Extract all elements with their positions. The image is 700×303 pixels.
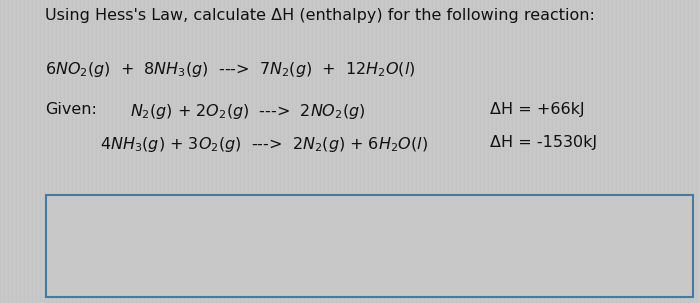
Text: ΔH = -1530kJ: ΔH = -1530kJ — [490, 135, 597, 150]
Text: Given:: Given: — [45, 102, 97, 117]
Text: $4NH_3(g)$ + $3O_2(g)$  --->  $2N_2(g)$ + $6H_2O(l)$: $4NH_3(g)$ + $3O_2(g)$ ---> $2N_2(g)$ + … — [100, 135, 428, 154]
Text: $N_2(g)$ + $2O_2(g)$  --->  $2NO_2(g)$: $N_2(g)$ + $2O_2(g)$ ---> $2NO_2(g)$ — [130, 102, 365, 121]
Text: $6NO_2(g)$  +  $8NH_3(g)$  --->  $7N_2(g)$  +  $12H_2O(l)$: $6NO_2(g)$ + $8NH_3(g)$ ---> $7N_2(g)$ +… — [45, 60, 415, 79]
Bar — [46, 195, 693, 297]
Text: Using Hess's Law, calculate ΔH (enthalpy) for the following reaction:: Using Hess's Law, calculate ΔH (enthalpy… — [45, 8, 595, 23]
Text: ΔH = +66kJ: ΔH = +66kJ — [490, 102, 584, 117]
